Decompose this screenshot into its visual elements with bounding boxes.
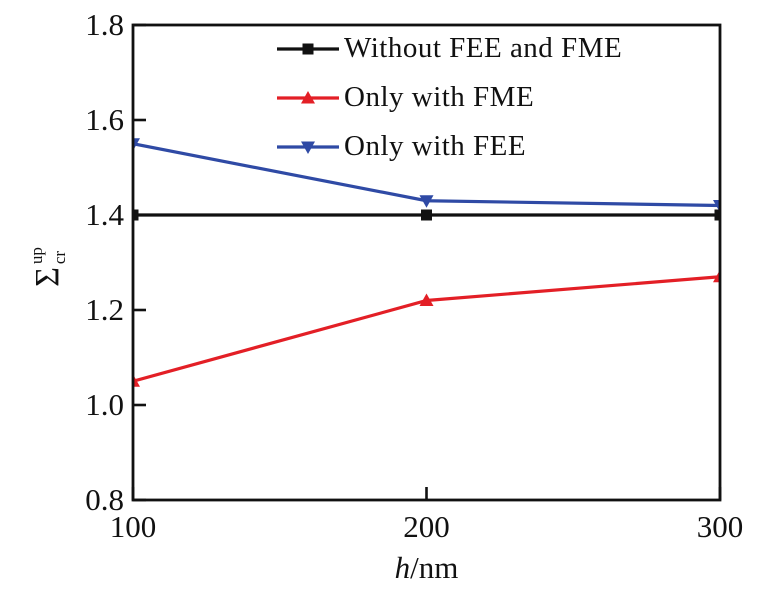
legend-row: Only with FEE [277,122,622,171]
series-marker-1 [133,374,140,387]
x-axis-title-unit: /nm [410,550,459,585]
plot-border [131,23,722,502]
series-2 [133,138,720,213]
legend-row: Only with FME [277,73,622,122]
legend-sample-square [277,43,339,54]
y-tick-label: 1.6 [85,102,124,137]
y-tick-label: 0.8 [85,482,124,517]
legend-sample-marker [302,43,314,54]
series-marker-2 [133,138,140,151]
legend-label: Only with FEE [344,130,527,162]
legend-label: Without FEE and FME [344,32,623,64]
x-tick-label: 300 [697,509,744,544]
y-tick-label: 1.0 [85,387,124,422]
y-tick-label: 1.2 [85,292,124,327]
x-tick-label: 200 [403,509,450,544]
y-tick-label: 1.8 [85,7,124,42]
series-marker-1 [419,293,434,306]
y-axis-title-scripts: up cr [27,247,69,265]
y-tick-label: 1.4 [85,197,124,232]
legend-sample-marker [301,141,315,154]
series-0 [133,209,720,221]
series-1 [133,269,720,387]
x-axis-title: h/nm [133,550,720,586]
series-marker-2 [713,200,720,213]
series-marker-0 [133,209,139,221]
y-axis-title-symbol: Σ [29,267,66,287]
legend-sample-triangle-down [277,141,339,154]
x-tick-label: 100 [110,509,157,544]
legend-sample-marker [301,90,315,103]
series-marker-0 [421,209,432,221]
series-marker-1 [713,269,720,283]
series-line-1 [133,275,720,383]
series-marker-2 [419,195,434,208]
y-axis-title-subscript: cr [50,250,69,265]
x-axis-title-variable: h [394,550,411,585]
y-axis-title: Σ up cr [16,207,80,327]
legend-sample-triangle-up [277,90,339,103]
legend-row: Without FEE and FME [277,24,622,73]
legend-label: Only with FME [344,81,535,113]
y-axis-title-superscript: up [27,247,46,265]
legend: Without FEE and FME Only with FME Only wit… [277,24,622,171]
series-marker-0 [714,209,720,221]
